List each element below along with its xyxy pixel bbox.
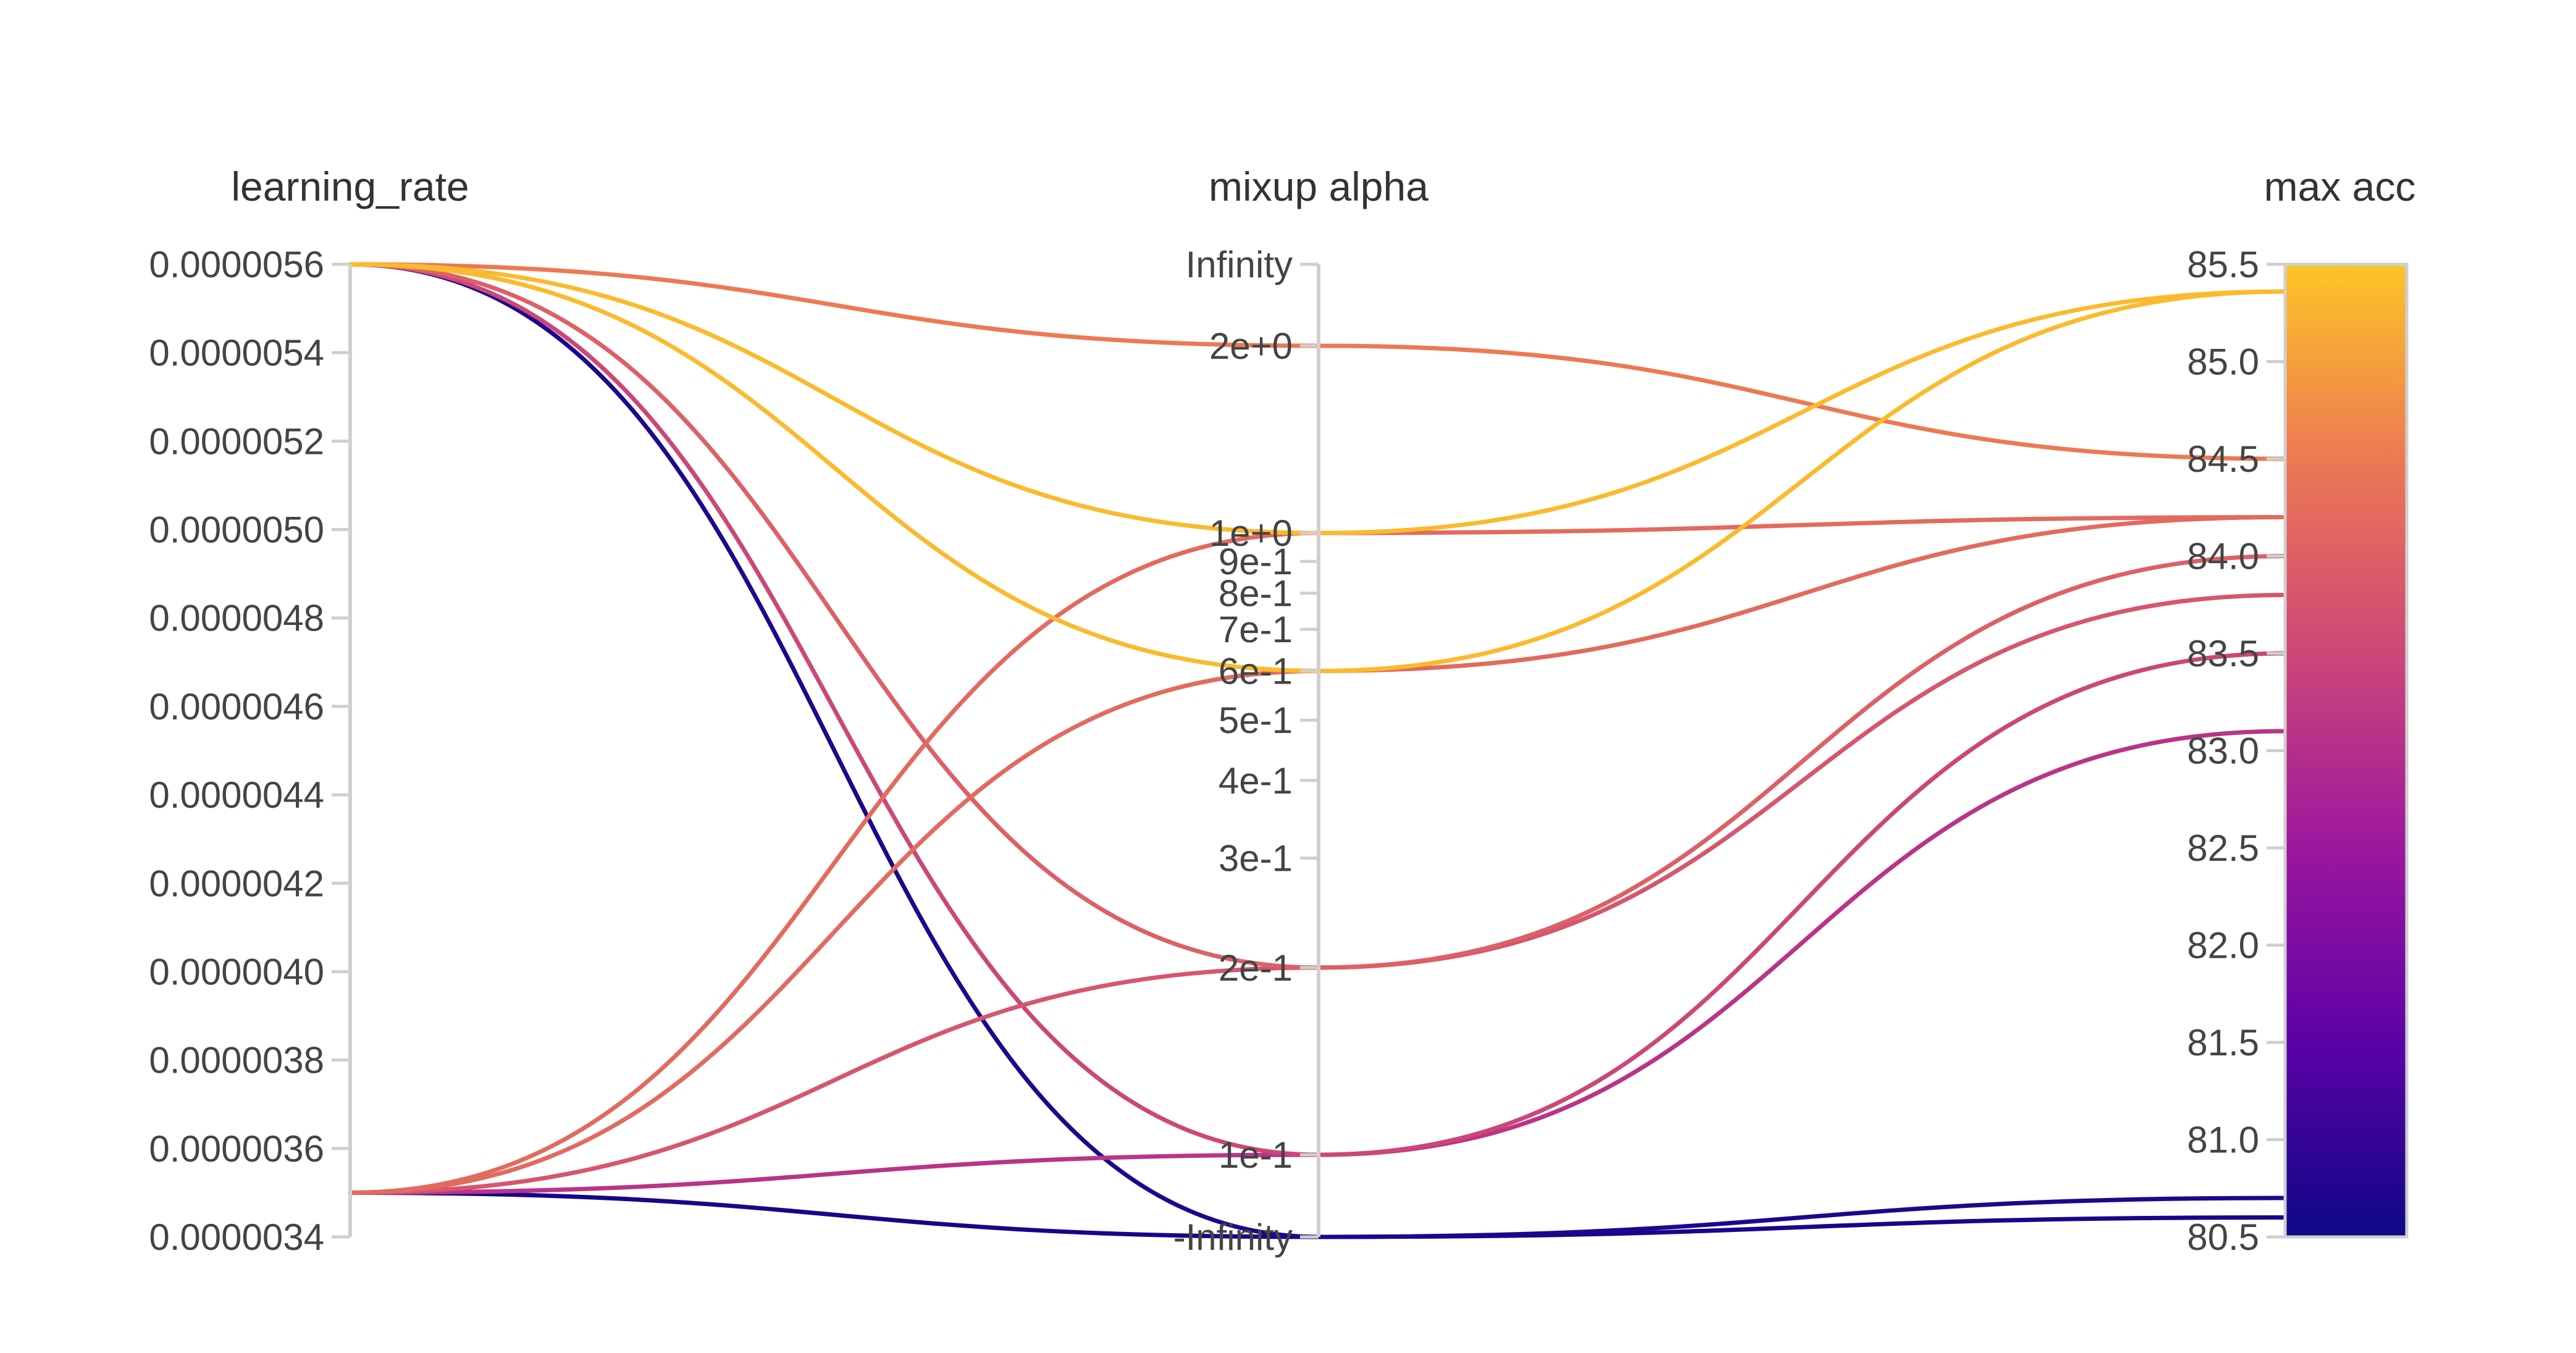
tick-label: 9e-1 <box>1219 541 1293 582</box>
tick-label: 85.0 <box>2187 341 2259 383</box>
run-line[interactable] <box>348 515 2288 1195</box>
tick-label: 81.0 <box>2187 1120 2259 1161</box>
tick-label: 0.0000050 <box>149 509 324 551</box>
axes: learning_rate 0.0000056 0.0000054 0.0000052… <box>149 164 2415 1258</box>
tick-label: 1e+0 <box>1209 513 1293 554</box>
tick-label: 83.5 <box>2187 633 2259 674</box>
tick-label: 5e-1 <box>1219 700 1293 741</box>
tick-label: 0.0000056 <box>149 244 324 285</box>
tick-label: 1e-1 <box>1219 1134 1293 1176</box>
tick-label: 84.0 <box>2187 536 2259 577</box>
tick-label: 83.0 <box>2187 731 2259 772</box>
tick-label: 0.0000034 <box>149 1217 324 1258</box>
color-scale-bar <box>2283 262 2409 1239</box>
tick-label: 84.5 <box>2187 438 2259 480</box>
tick-label: 0.0000052 <box>149 421 324 462</box>
run-line[interactable] <box>348 262 2288 1239</box>
tick-label: 2e+0 <box>1209 325 1293 367</box>
tick-label: 82.0 <box>2187 925 2259 966</box>
tick-label: Infinity <box>1186 244 1293 285</box>
run-line[interactable] <box>348 262 2288 1157</box>
run-line[interactable] <box>348 262 2288 970</box>
run-lines <box>348 262 2288 1239</box>
tick-label: 80.5 <box>2187 1217 2259 1258</box>
tick-label: 0.0000048 <box>149 598 324 639</box>
tick-label: 4e-1 <box>1219 760 1293 802</box>
tick-label: 0.0000038 <box>149 1040 324 1081</box>
tick-label: 6e-1 <box>1219 650 1293 692</box>
axis-title: mixup alpha <box>1209 164 1429 209</box>
tick-label: 85.5 <box>2187 244 2259 285</box>
tick-label: 81.5 <box>2187 1022 2259 1063</box>
tick-label: 8e-1 <box>1219 573 1293 614</box>
tick-label: 0.0000042 <box>149 863 324 904</box>
tick-label: 7e-1 <box>1219 609 1293 650</box>
tick-label: 2e-1 <box>1219 947 1293 989</box>
axis-title: max acc <box>2264 164 2416 209</box>
tick-label: 3e-1 <box>1219 838 1293 879</box>
tick-label: 0.0000044 <box>149 774 324 816</box>
tick-label: 0.0000040 <box>149 951 324 992</box>
run-line[interactable] <box>348 515 2288 1195</box>
tick-label: 0.0000036 <box>149 1128 324 1170</box>
tick-label: -Infinity <box>1173 1217 1293 1258</box>
axis-mixup_alpha: mixup alpha Infinity 2e+0 1e+09e-18e-17e-16… <box>1173 164 1429 1258</box>
axis-learning_rate: learning_rate 0.0000056 0.0000054 0.0000052… <box>149 164 469 1258</box>
tick-label: 0.0000054 <box>149 332 324 374</box>
axis-title: learning_rate <box>231 164 469 209</box>
tick-label: 0.0000046 <box>149 686 324 727</box>
tick-label: 82.5 <box>2187 827 2259 869</box>
